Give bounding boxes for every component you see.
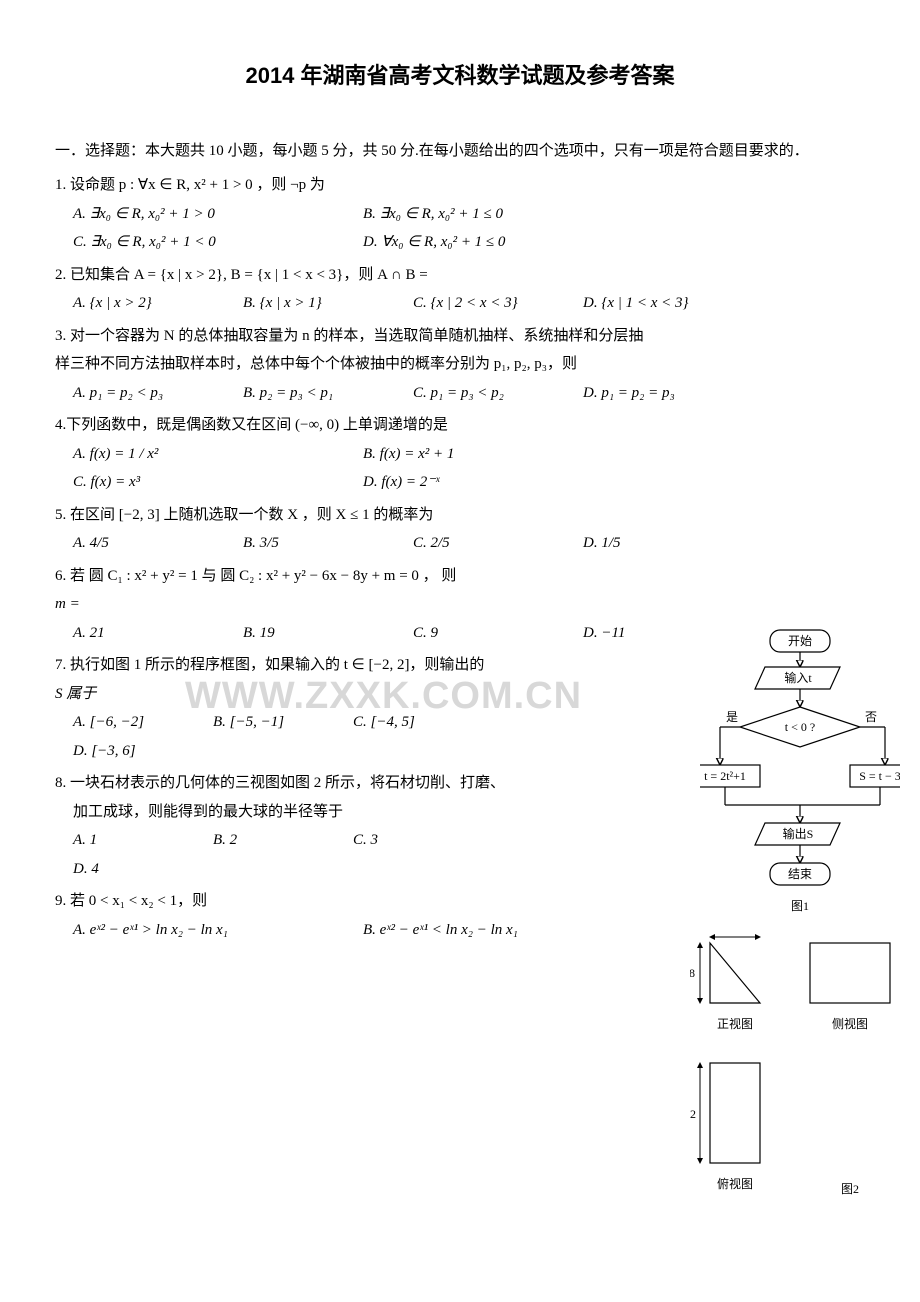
figure-2-caption: 图2 [841,1182,859,1196]
q5-option-a: A. 4/5 [73,529,223,558]
q4-stem: 4.下列函数中，既是偶函数又在区间 (−∞, 0) 上单调递增的是 [55,411,865,440]
q8-stem-1: 8. 一块石材表示的几何体的三视图如图 2 所示，将石材切削、打磨、 [55,769,615,798]
q4-option-c: C. f(x) = x³ [73,468,343,497]
q2-stem: 2. 已知集合 A = {x | x > 2}, B = {x | 1 < x … [55,261,865,290]
q7-option-d: D. [−3, 6] [73,737,193,766]
section-heading: 一．选择题：本大题共 10 小题，每小题 5 分，共 50 分.在每小题给出的四… [55,137,865,166]
page-title: 2014 年湖南省高考文科数学试题及参考答案 [55,55,865,97]
question-6: 6. 若 圆 C₁ : x² + y² = 1 与 圆 C₂ : x² + y²… [55,562,865,648]
q2-option-a: A. {x | x > 2} [73,289,223,318]
q1-option-a: A. ∃x₀ ∈ R, x₀² + 1 > 0 [73,200,343,229]
q2-option-b: B. {x | x > 1} [243,289,393,318]
q4-option-b: B. f(x) = x² + 1 [363,440,513,469]
question-3: 3. 对一个容器为 N 的总体抽取容量为 n 的样本，当选取简单随机抽样、系统抽… [55,322,865,408]
q3-stem-1: 3. 对一个容器为 N 的总体抽取容量为 n 的样本，当选取简单随机抽样、系统抽… [55,322,865,351]
q1-option-b: B. ∃x₀ ∈ R, x₀² + 1 ≤ 0 [363,200,513,229]
three-views-figure-2: 6 8 正视图 侧视图 12 俯视图 图2 [690,933,910,1223]
question-7: 7. 执行如图 1 所示的程序框图，如果输入的 t ∈ [−2, 2]，则输出的… [55,651,615,765]
q6-option-d: D. −11 [583,619,733,648]
q3-option-c: C. p₁ = p₃ < p₂ [413,379,563,408]
flow-right: S = t − 3 [859,769,900,783]
question-1: 1. 设命题 p : ∀x ∈ R, x² + 1 > 0 ，则 ¬p 为 A.… [55,171,865,257]
q5-option-d: D. 1/5 [583,529,733,558]
q1-stem: 1. 设命题 p : ∀x ∈ R, x² + 1 > 0 ，则 ¬p 为 [55,171,865,200]
q5-option-b: B. 3/5 [243,529,393,558]
q9-stem: 9. 若 0 < x₁ < x₂ < 1，则 [55,887,615,916]
q6-stem-2: m = [55,590,865,619]
q3-option-b: B. p₂ = p₃ < p₁ [243,379,393,408]
dim-8: 8 [690,966,695,980]
q8-option-c: C. 3 [353,826,473,855]
question-9: 9. 若 0 < x₁ < x₂ < 1，则 A. eˣ² − eˣ¹ > ln… [55,887,615,944]
q2-option-c: C. {x | 2 < x < 3} [413,289,563,318]
dim-12: 12 [690,1107,696,1121]
q8-option-a: A. 1 [73,826,193,855]
q2-option-d: D. {x | 1 < x < 3} [583,289,733,318]
q6-option-b: B. 19 [243,619,393,648]
q8-stem-2: 加工成球，则能得到的最大球的半径等于 [55,798,615,827]
q3-option-a: A. p₁ = p₂ < p₃ [73,379,223,408]
q6-stem: 6. 若 圆 C₁ : x² + y² = 1 与 圆 C₂ : x² + y²… [55,562,865,591]
q8-option-b: B. 2 [213,826,333,855]
top-view-label: 俯视图 [717,1176,753,1191]
question-8: 8. 一块石材表示的几何体的三视图如图 2 所示，将石材切削、打磨、 加工成球，… [55,769,615,883]
q6-option-a: A. 21 [73,619,223,648]
q8-option-d: D. 4 [73,855,193,884]
front-view-label: 正视图 [717,1016,753,1031]
q1-option-c: C. ∃x₀ ∈ R, x₀² + 1 < 0 [73,228,343,257]
q7-option-a: A. [−6, −2] [73,708,193,737]
q4-option-a: A. f(x) = 1 / x² [73,440,343,469]
q7-stem-1: 7. 执行如图 1 所示的程序框图，如果输入的 t ∈ [−2, 2]，则输出的 [55,651,615,680]
q7-stem-2: S 属于 [55,680,615,709]
q7-option-b: B. [−5, −1] [213,708,333,737]
question-4: 4.下列函数中，既是偶函数又在区间 (−∞, 0) 上单调递增的是 A. f(x… [55,411,865,497]
q9-option-b: B. eˣ² − eˣ¹ < ln x₂ − ln x₁ [363,916,518,945]
flow-no: 否 [865,710,877,724]
q3-stem-2: 样三种不同方法抽取样本时，总体中每个个体被抽中的概率分别为 p₁, p₂, p₃… [55,350,865,379]
q5-option-c: C. 2/5 [413,529,563,558]
q5-stem: 5. 在区间 [−2, 3] 上随机选取一个数 X ，则 X ≤ 1 的概率为 [55,501,865,530]
question-5: 5. 在区间 [−2, 3] 上随机选取一个数 X ，则 X ≤ 1 的概率为 … [55,501,865,558]
q9-option-a: A. eˣ² − eˣ¹ > ln x₂ − ln x₁ [73,916,343,945]
q3-option-d: D. p₁ = p₂ = p₃ [583,379,733,408]
q7-option-c: C. [−4, 5] [353,708,473,737]
q4-option-d: D. f(x) = 2⁻ˣ [363,468,513,497]
q1-option-d: D. ∀x₀ ∈ R, x₀² + 1 ≤ 0 [363,228,513,257]
q6-option-c: C. 9 [413,619,563,648]
side-view-label: 侧视图 [832,1016,868,1031]
question-2: 2. 已知集合 A = {x | x > 2}, B = {x | 1 < x … [55,261,865,318]
